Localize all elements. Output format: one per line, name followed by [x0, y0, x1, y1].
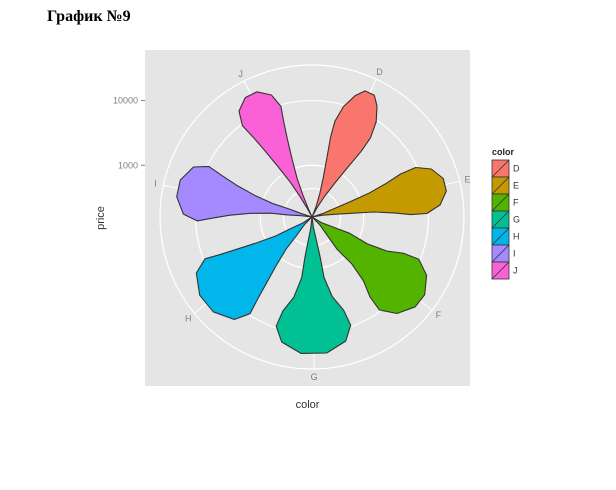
- violin-J: [238, 91, 313, 218]
- category-label-D: D: [376, 67, 383, 77]
- violin-I: [176, 165, 313, 222]
- legend-label-D: D: [513, 164, 520, 174]
- y-tick-labels: 1000 10000: [113, 96, 145, 170]
- category-label-H: H: [185, 313, 192, 323]
- legend-label-F: F: [513, 198, 519, 208]
- legend-key-stroke: [491, 227, 510, 246]
- document-title: График №9: [47, 8, 131, 25]
- legend-label-J: J: [513, 266, 518, 276]
- legend-label-G: G: [513, 215, 520, 225]
- legend-label-E: E: [513, 181, 519, 191]
- y-axis-title: price: [95, 206, 107, 230]
- x-axis-title: color: [296, 399, 320, 411]
- category-label-F: F: [436, 310, 442, 320]
- grid-circle: [159, 64, 465, 370]
- y-tick-label: 10000: [113, 96, 138, 106]
- category-label-J: J: [238, 69, 243, 79]
- violin-D: [311, 90, 378, 218]
- violin-F: [311, 216, 428, 315]
- legend-title: color: [492, 147, 515, 157]
- legend-key-stroke: [491, 244, 510, 263]
- violin-H: [195, 216, 313, 321]
- legend-key-stroke: [491, 176, 510, 195]
- category-label-E: E: [464, 174, 470, 184]
- legend-key-stroke: [491, 159, 510, 178]
- violin-G: [275, 216, 352, 354]
- legend-key-stroke: [491, 193, 510, 212]
- legend-key-stroke: [491, 261, 510, 280]
- legend-label-I: I: [513, 249, 516, 259]
- legend-key-stroke: [491, 210, 510, 229]
- violin-E: [311, 166, 447, 218]
- category-label-I: I: [154, 179, 157, 189]
- violin-layer: [176, 90, 447, 354]
- y-tick-label: 1000: [118, 160, 138, 170]
- category-label-G: G: [311, 372, 318, 382]
- legend-label-H: H: [513, 232, 520, 242]
- category-tick-labels: D E F G H I J: [154, 67, 470, 382]
